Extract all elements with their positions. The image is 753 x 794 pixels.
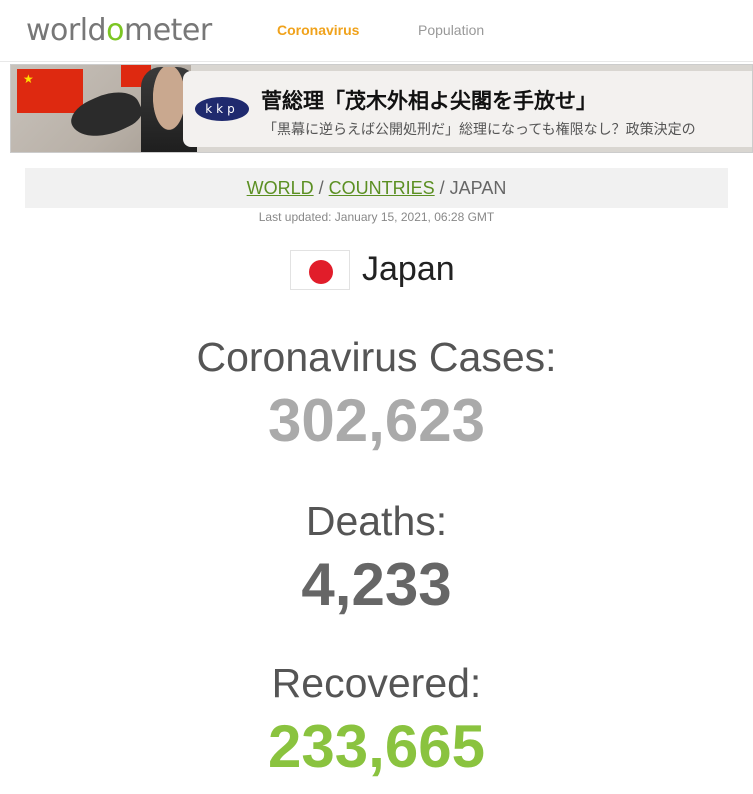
breadcrumb-world-link[interactable]: WORLD <box>246 178 314 198</box>
breadcrumb-current: JAPAN <box>449 178 507 198</box>
breadcrumb-separator: / <box>313 178 329 198</box>
recovered-label: Recovered: <box>271 660 482 706</box>
deaths-value: 4,233 <box>301 551 452 618</box>
last-updated-text: Last updated: January 15, 2021, 06:28 GM… <box>258 210 495 224</box>
logo-text-prefix: world <box>26 13 107 48</box>
deaths-label: Deaths: <box>305 498 448 544</box>
advertisement-banner[interactable]: ★ kkp 菅総理「茂木外相よ尖閣を手放せ」 「黒幕に逆らえば公開処刑だ」総理に… <box>10 64 753 153</box>
logo-text-suffix: meter <box>123 13 212 48</box>
ad-text-panel: kkp 菅総理「茂木外相よ尖閣を手放せ」 「黒幕に逆らえば公開処刑だ」総理になっ… <box>183 71 752 147</box>
ad-logo: kkp <box>195 97 249 121</box>
china-flag-icon: ★ <box>17 69 83 113</box>
recovered-value: 233,665 <box>268 713 485 780</box>
breadcrumb-separator: / <box>434 178 450 198</box>
nav-coronavirus[interactable]: Coronavirus <box>277 22 360 38</box>
cases-value: 302,623 <box>268 387 485 454</box>
worldometer-logo[interactable]: worldometer <box>26 13 212 48</box>
cases-label: Coronavirus Cases: <box>196 334 557 380</box>
breadcrumb-countries-link[interactable]: COUNTRIES <box>328 178 435 198</box>
top-navbar: worldometer Coronavirus Population <box>0 0 753 62</box>
japan-flag-icon <box>290 250 350 290</box>
ad-title[interactable]: 菅総理「茂木外相よ尖閣を手放せ」 <box>261 89 597 113</box>
country-name: Japan <box>362 250 455 288</box>
breadcrumb: WORLD / COUNTRIES / JAPAN <box>25 168 728 208</box>
ad-subtitle: 「黒幕に逆らえば公開処刑だ」総理になっても権限なし？政策決定の <box>263 122 696 138</box>
logo-o: o <box>106 13 124 48</box>
nav-population[interactable]: Population <box>418 22 485 38</box>
